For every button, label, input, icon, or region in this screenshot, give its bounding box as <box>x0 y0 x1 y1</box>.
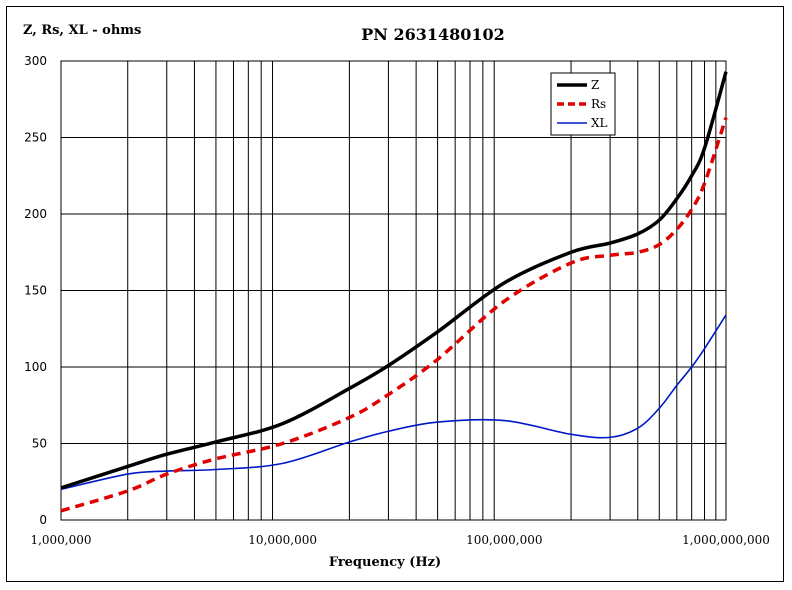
y-tick-label: 50 <box>32 437 47 451</box>
y-tick-label: 300 <box>24 54 47 68</box>
y-axis-label: Z, Rs, XL - ohms <box>23 23 141 38</box>
x-tick-label: 100,000,000 <box>466 533 542 547</box>
x-tick-labels: 1,000,000 10,000,000 100,000,000 1,000,000,… <box>30 533 769 547</box>
series-line-rs <box>60 117 728 513</box>
x-tick-label: 10,000,000 <box>248 533 317 547</box>
plot-area-border <box>60 60 727 521</box>
x-tick-label: 1,000,000 <box>30 533 91 547</box>
major-gridlines <box>61 60 726 521</box>
legend-label-z: Z <box>591 78 599 92</box>
legend: Z Rs XL <box>550 72 616 136</box>
chart-frame: 1,000,000 10,000,000 100,000,000 1,000,000,… <box>6 6 784 582</box>
legend-label-xl: XL <box>591 116 608 130</box>
y-tick-labels: 0 50 100 150 200 250 300 <box>24 54 47 527</box>
series-line-z <box>60 71 728 490</box>
x-axis-label: Frequency (Hz) <box>329 555 441 570</box>
y-tick-label: 200 <box>24 207 47 221</box>
y-tick-label: 250 <box>24 131 47 145</box>
x-tick-label: 1,000,000,000 <box>682 533 770 547</box>
chart-title: PN 2631480102 <box>361 25 505 44</box>
legend-label-rs: Rs <box>591 97 606 111</box>
impedance-chart: 1,000,000 10,000,000 100,000,000 1,000,000,… <box>23 23 770 570</box>
y-tick-label: 100 <box>24 360 47 374</box>
series-layer <box>60 71 728 513</box>
y-tick-label: 0 <box>39 513 47 527</box>
series-line-xl <box>60 314 727 491</box>
y-tick-label: 150 <box>24 284 47 298</box>
